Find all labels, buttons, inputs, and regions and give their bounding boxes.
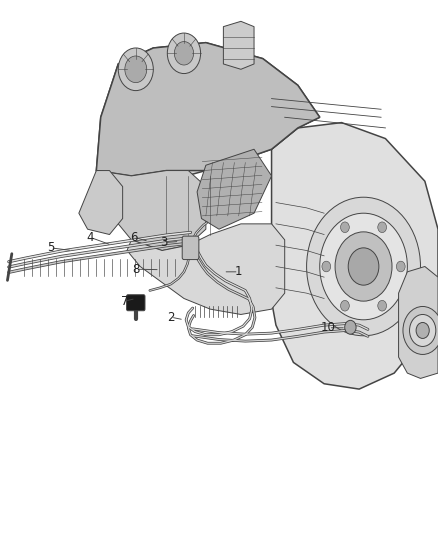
- Circle shape: [335, 232, 392, 301]
- Text: 1: 1: [235, 265, 243, 278]
- Circle shape: [396, 261, 405, 272]
- Polygon shape: [267, 123, 438, 389]
- Text: 4: 4: [86, 231, 94, 244]
- Circle shape: [125, 56, 147, 83]
- Circle shape: [378, 222, 386, 232]
- Circle shape: [378, 301, 386, 311]
- Circle shape: [341, 222, 350, 232]
- Text: 7: 7: [121, 295, 129, 308]
- Circle shape: [167, 33, 201, 74]
- Text: 10: 10: [321, 321, 336, 334]
- Polygon shape: [96, 43, 320, 176]
- Polygon shape: [197, 149, 272, 229]
- Circle shape: [118, 48, 153, 91]
- Circle shape: [320, 213, 407, 320]
- Text: 2: 2: [167, 311, 175, 324]
- Polygon shape: [127, 224, 285, 314]
- Polygon shape: [96, 171, 206, 251]
- Polygon shape: [399, 266, 438, 378]
- Polygon shape: [79, 171, 123, 235]
- FancyBboxPatch shape: [127, 295, 145, 311]
- Text: 8: 8: [132, 263, 139, 276]
- Polygon shape: [223, 21, 254, 69]
- Text: 3: 3: [161, 236, 168, 249]
- Circle shape: [416, 322, 429, 338]
- Circle shape: [403, 306, 438, 354]
- Circle shape: [348, 248, 379, 285]
- Circle shape: [340, 301, 349, 311]
- Polygon shape: [96, 43, 320, 213]
- Circle shape: [322, 261, 331, 272]
- Text: 6: 6: [130, 231, 138, 244]
- Circle shape: [307, 197, 420, 336]
- Circle shape: [345, 320, 356, 334]
- FancyBboxPatch shape: [182, 236, 199, 260]
- Circle shape: [410, 314, 436, 346]
- Circle shape: [174, 42, 194, 65]
- Text: 5: 5: [47, 241, 54, 254]
